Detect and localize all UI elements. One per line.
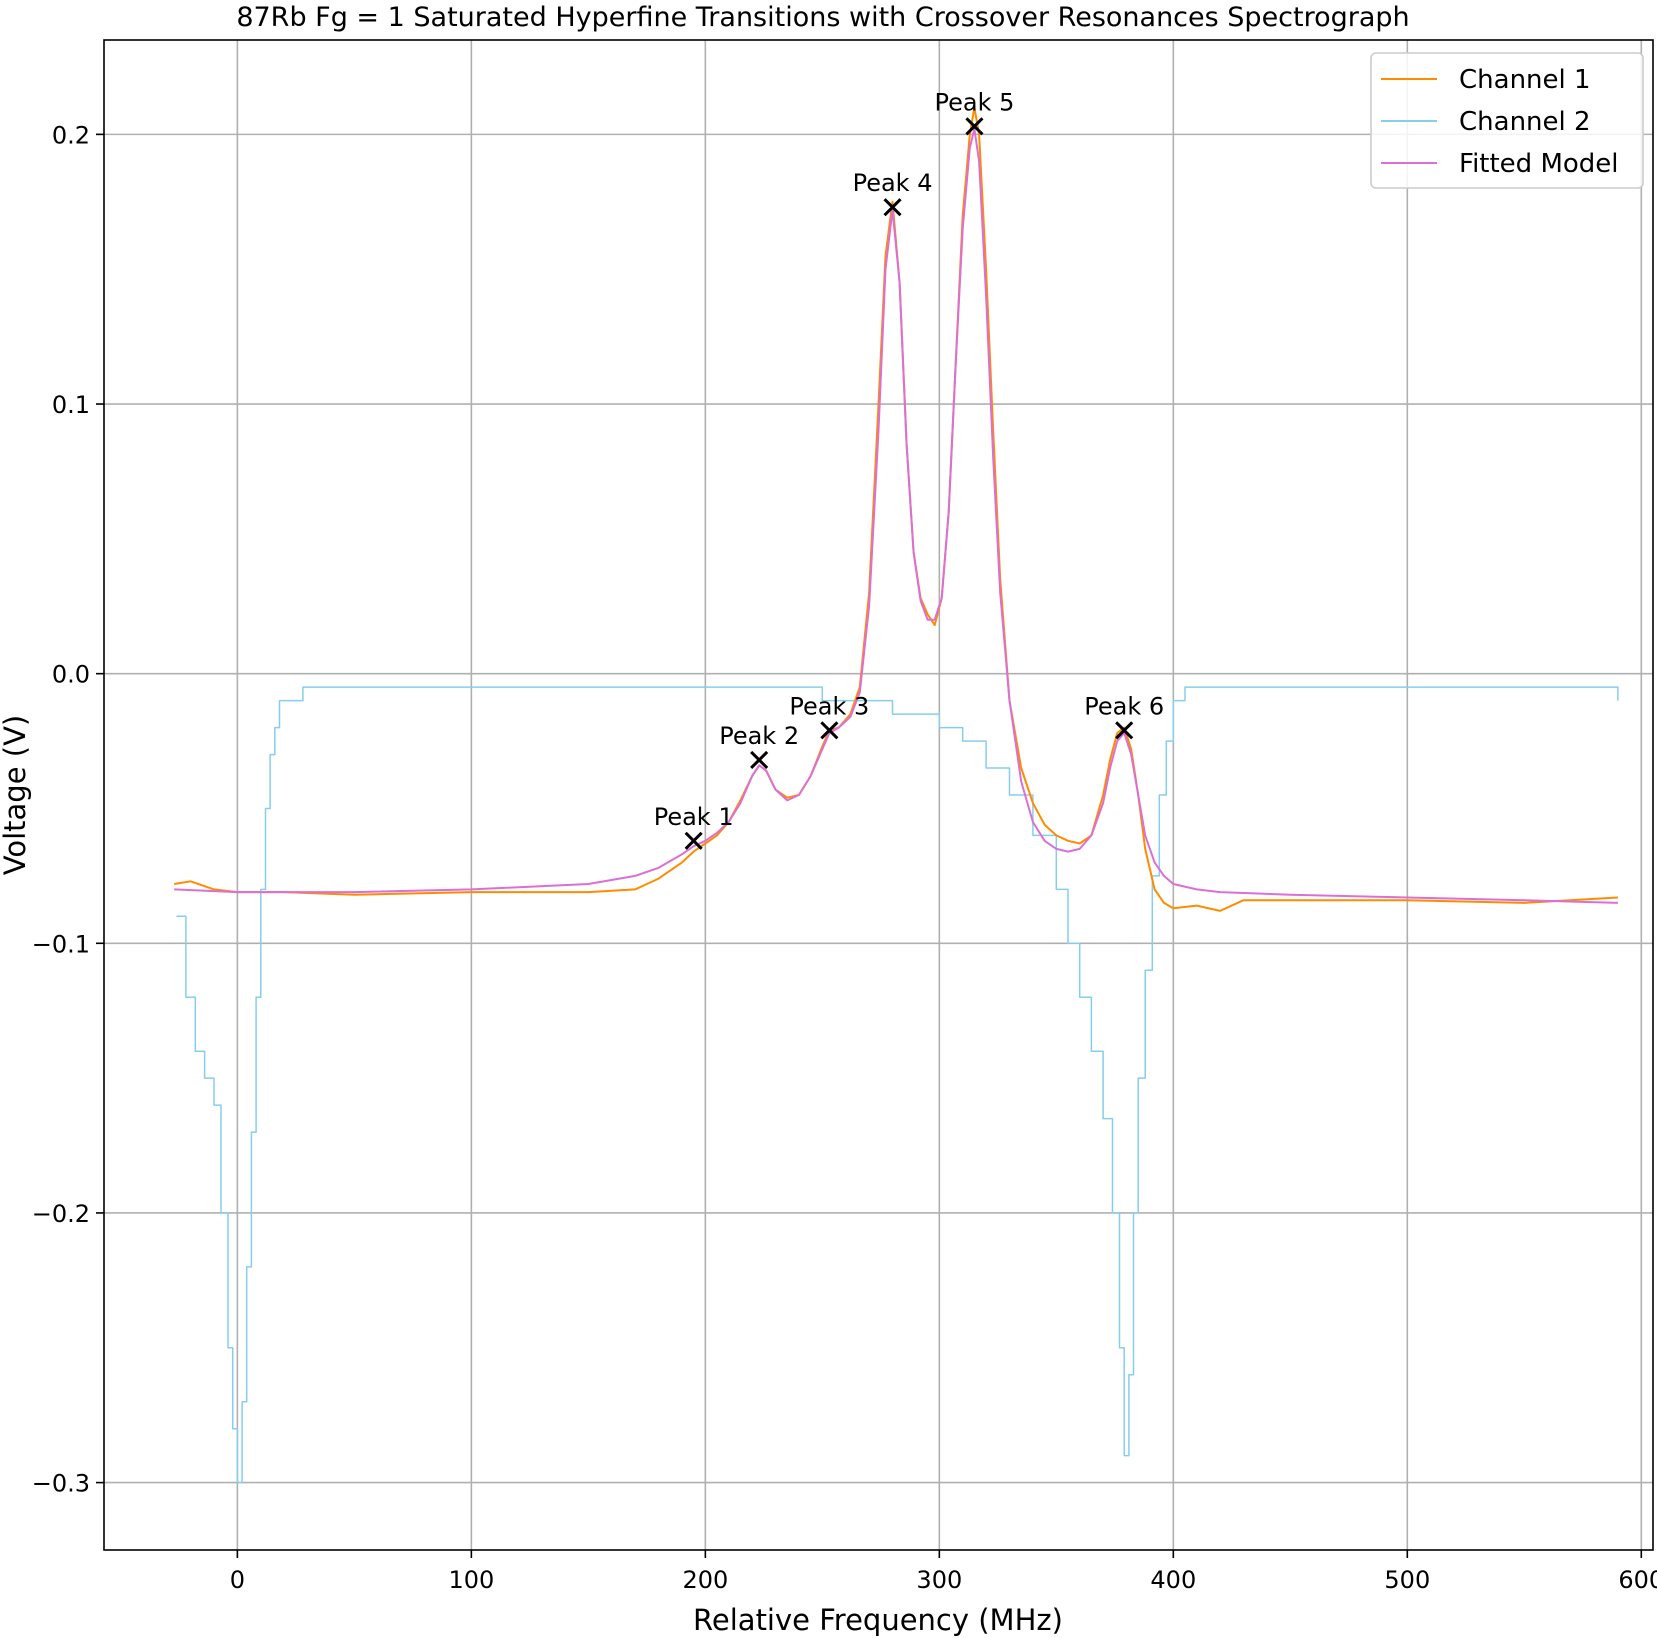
- x-tick-label: 400: [1150, 1566, 1196, 1594]
- peak-label: Peak 2: [719, 722, 799, 750]
- peak-label: Peak 1: [654, 803, 734, 831]
- x-tick-label: 300: [916, 1566, 962, 1594]
- y-tick-label: −0.1: [32, 930, 90, 958]
- peak-marker: [883, 198, 902, 217]
- x-tick-label: 200: [682, 1566, 728, 1594]
- legend-entry: Channel 2: [1459, 107, 1591, 137]
- y-tick-label: 0.2: [52, 121, 90, 149]
- x-tick-label: 600: [1618, 1566, 1657, 1594]
- x-tick-label: 0: [230, 1566, 245, 1594]
- y-tick-label: −0.2: [32, 1200, 90, 1228]
- series-line-channel-2: [176, 686, 1619, 1484]
- legend: Channel 1 Channel 2 Fitted Model: [1370, 52, 1644, 189]
- peak-label: Peak 5: [934, 88, 1014, 116]
- series-line-channel-1: [174, 106, 1618, 912]
- peak-label: Peak 6: [1084, 692, 1164, 720]
- x-axis-label: Relative Frequency (MHz): [693, 1603, 1063, 1637]
- y-axis-label: Voltage (V): [0, 715, 32, 875]
- peak-marker: [820, 721, 839, 740]
- peak-marker: [965, 117, 984, 136]
- legend-box: [1370, 52, 1644, 189]
- chart-title: 87Rb Fg = 1 Saturated Hyperfine Transiti…: [236, 2, 1409, 33]
- peak-label: Peak 4: [853, 169, 933, 197]
- peak-marker: [1115, 721, 1134, 740]
- x-tick-label: 100: [448, 1566, 494, 1594]
- x-axis-ticks: 0 100 200 300 400 500 600: [230, 1550, 1657, 1594]
- y-axis-ticks: −0.3 −0.2 −0.1 0.0 0.1 0.2: [32, 121, 104, 1498]
- y-tick-label: −0.3: [32, 1470, 90, 1498]
- grid: [104, 40, 1653, 1550]
- legend-entry: Channel 1: [1459, 65, 1591, 95]
- series-line-fitted-model: [174, 128, 1618, 904]
- peak-label: Peak 3: [789, 692, 869, 720]
- peak-marker: [684, 831, 703, 850]
- legend-entry: Fitted Model: [1459, 149, 1619, 179]
- peak-marker: [750, 750, 769, 770]
- y-tick-label: 0.1: [52, 391, 90, 419]
- x-tick-label: 500: [1384, 1566, 1430, 1594]
- series-layer: [174, 106, 1619, 1484]
- y-tick-label: 0.0: [52, 661, 90, 689]
- plot-frame: [103, 39, 1654, 1551]
